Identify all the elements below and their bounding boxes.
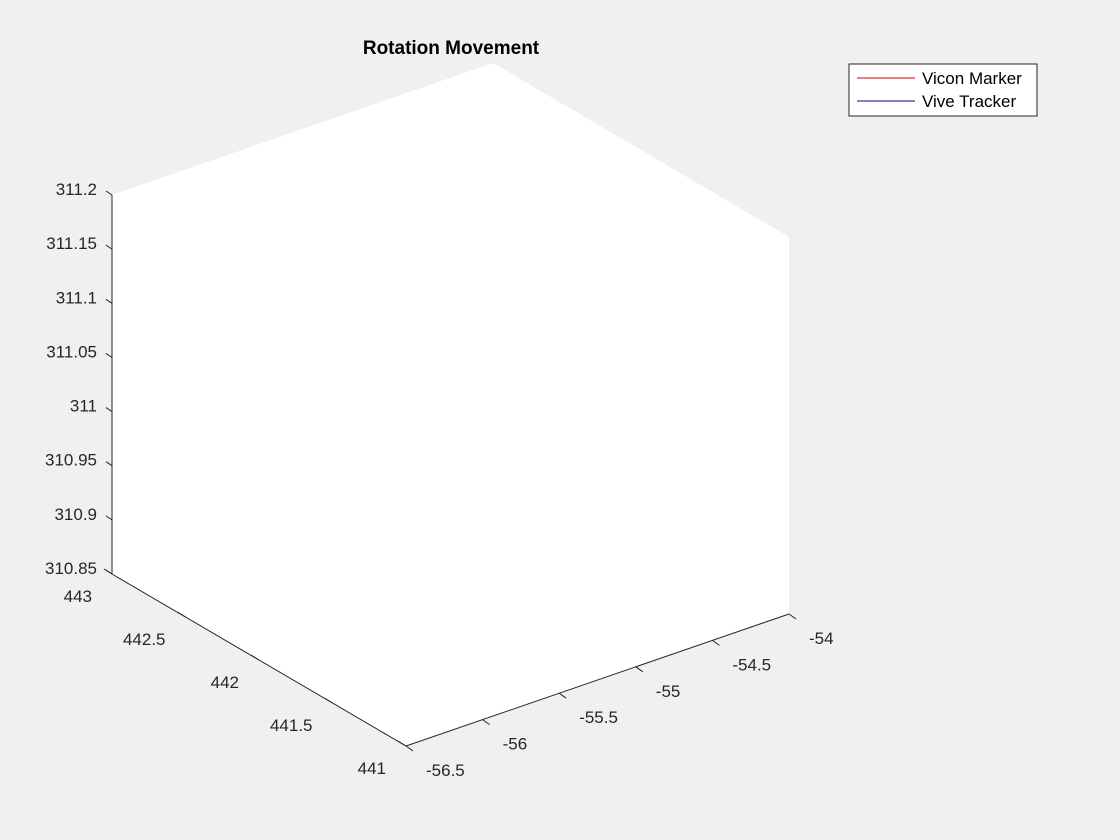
- y-axis-tick: [397, 740, 407, 747]
- z-axis-tick: [105, 461, 113, 467]
- z-axis-tick: [105, 353, 113, 358]
- legend-label-vicon-marker: Vicon Marker: [922, 69, 1022, 88]
- x-axis-tick: [712, 639, 720, 646]
- legend-box: [848, 63, 1038, 117]
- z-axis-tick: [105, 190, 113, 196]
- y-axis-tick-label: 443: [64, 587, 92, 606]
- chart-title: Rotation Movement: [363, 38, 540, 59]
- y-axis-tick-label: 441.5: [270, 716, 313, 735]
- x-axis-tick: [405, 745, 414, 752]
- y-axis-tick-label: 442: [211, 673, 239, 692]
- z-axis-tick-label: 310.95: [45, 451, 97, 470]
- y-axis-tick: [177, 611, 186, 618]
- y-axis-tick: [250, 654, 260, 661]
- y-axis-tick-label: 442.5: [123, 630, 166, 649]
- x-axis-tick-label: -56: [503, 735, 528, 754]
- z-axis-tick: [105, 244, 113, 250]
- x-axis-tick: [788, 613, 797, 620]
- y-axis-tick: [103, 568, 113, 575]
- z-axis-tick-label: 311.2: [56, 180, 97, 199]
- x-axis-tick: [635, 666, 644, 673]
- z-axis-tick: [105, 298, 113, 304]
- z-axis-tick: [105, 407, 113, 412]
- z-axis-tick-label: 310.9: [54, 505, 97, 524]
- z-axis-tick-label: 310.85: [45, 559, 97, 578]
- x-axis-tick: [482, 719, 490, 726]
- x-axis-tick-label: -55.5: [579, 708, 618, 727]
- x-axis-tick: [558, 692, 567, 699]
- x-axis-tick-label: -54.5: [732, 655, 771, 674]
- y-axis-tick-label: 441: [358, 759, 386, 778]
- z-axis-tick-label: 311: [70, 397, 97, 416]
- z-axis-tick-label: 311.05: [46, 342, 97, 361]
- x-axis-line: [405, 613, 790, 747]
- legend-label-vive-tracker: Vive Tracker: [922, 92, 1017, 111]
- x-axis-tick-label: -54: [809, 629, 834, 648]
- z-axis-tick-label: 311.15: [46, 234, 97, 253]
- x-axis-tick-label: -55: [656, 682, 681, 701]
- legend[interactable]: Vicon Marker Vive Tracker: [848, 63, 1038, 117]
- plot-box: [112, 63, 789, 746]
- z-axis-tick-label: 311.1: [56, 288, 97, 307]
- x-axis-tick-label: -56.5: [426, 761, 465, 780]
- y-axis-tick: [324, 697, 333, 704]
- z-axis-tick: [105, 515, 113, 521]
- axis-ticks: 310.85 310.9 310.95 311 311.05 311.1 311.15 311…: [45, 180, 834, 780]
